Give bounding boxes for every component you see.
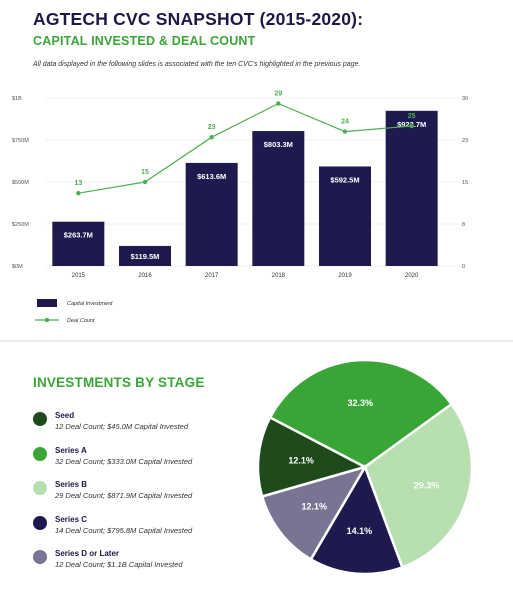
deal-count-point xyxy=(342,129,348,134)
x-tick-label: 2017 xyxy=(205,273,219,279)
legend-label: Deal Count xyxy=(67,318,95,324)
capital-deal-chart: $0M $250M $500M $750M $1B 0 8 15 23 30 $263.7M 2015… xyxy=(12,91,468,324)
deal-count-line xyxy=(78,102,412,194)
x-tick-label: 2020 xyxy=(405,273,419,279)
bar-value-label: $119.5M xyxy=(131,252,160,261)
legend-swatch-capital xyxy=(37,299,57,307)
legend-desc: 12 Deal Count; $1.1B Capital Invested xyxy=(55,560,183,569)
legend-label: Capital Investment xyxy=(67,301,113,307)
legend-name: Seed xyxy=(55,411,75,420)
legend-name: Series A xyxy=(55,446,87,455)
pie-slice-label: 32.3% xyxy=(348,398,374,408)
bar xyxy=(119,245,171,266)
legend-desc: 32 Deal Count; $333.0M Capital Invested xyxy=(55,457,193,466)
deal-count-point xyxy=(276,101,281,106)
pie-slice-label: 12.1% xyxy=(302,501,328,511)
stage-pie-chart: 12.1% 32.3% 29.3% 14.1% 12.1% xyxy=(256,358,474,576)
pie-slice xyxy=(309,464,404,576)
deal-count-point xyxy=(76,191,81,196)
deal-count-point xyxy=(409,123,414,129)
bar xyxy=(52,221,105,266)
data-note: All data displayed in the following slid… xyxy=(33,61,361,68)
x-tick-label: 2019 xyxy=(338,273,352,279)
legend-marker-deal xyxy=(44,317,50,323)
y2-tick-label: 0 xyxy=(462,264,465,270)
y2-tick-label: 8 xyxy=(462,222,465,228)
pie-slice xyxy=(256,415,369,499)
bar xyxy=(252,131,305,266)
y2-tick-label: 30 xyxy=(462,96,468,102)
legend-name: Series B xyxy=(55,480,88,489)
deal-count-label: 13 xyxy=(74,180,82,187)
pie-slice xyxy=(260,464,368,562)
deal-count-point xyxy=(209,135,214,140)
deal-count-label: 25 xyxy=(408,113,416,120)
y-tick-label: $750M xyxy=(12,138,29,144)
y-tick-label: $500M xyxy=(12,180,29,186)
legend-name: Series C xyxy=(55,515,88,524)
bar-value-label: $263.7M xyxy=(64,231,93,240)
bar-value-label: $592.5M xyxy=(330,175,359,184)
deal-count-label: 29 xyxy=(274,91,282,98)
page-title: AGTECH CVC SNAPSHOT (2015-2020): xyxy=(33,9,364,29)
series-c-swatch xyxy=(33,516,47,530)
deal-count-label: 24 xyxy=(341,119,349,126)
series-d-swatch xyxy=(33,550,47,564)
series-b-swatch xyxy=(33,481,47,495)
x-tick-label: 2018 xyxy=(272,273,286,279)
deal-count-label: 15 xyxy=(141,169,149,176)
x-tick-label: 2016 xyxy=(138,273,152,279)
legend-desc: 12 Deal Count; $45.0M Capital Invested xyxy=(55,422,188,431)
deal-count-point xyxy=(142,179,148,185)
page-subtitle: CAPITAL INVESTED & DEAL COUNT xyxy=(33,34,256,48)
y2-tick-label: 15 xyxy=(462,180,468,186)
seed-swatch xyxy=(33,412,47,426)
legend-name: Series D or Later xyxy=(55,549,120,558)
x-tick-label: 2015 xyxy=(72,273,86,279)
legend-desc: 14 Deal Count; $795.8M Capital Invested xyxy=(55,526,193,535)
pie-slice xyxy=(363,402,474,569)
series-a-swatch xyxy=(33,447,47,461)
deal-count-label: 23 xyxy=(208,124,216,131)
bar-value-label: $613.6M xyxy=(197,172,226,181)
y-tick-label: $250M xyxy=(12,222,29,228)
legend-desc: 29 Deal Count; $871.9M Capital Invested xyxy=(55,491,193,500)
pie-slice-label: 29.3% xyxy=(414,481,440,491)
pie-slice xyxy=(268,358,454,469)
y-tick-label: $1B xyxy=(12,96,22,102)
bar xyxy=(185,162,238,266)
y-tick-label: $0M xyxy=(12,264,23,270)
bar-value-label: $803.3M xyxy=(264,140,293,149)
pie-slice-label: 12.1% xyxy=(288,456,314,466)
pie-slice-label: 14.1% xyxy=(347,526,373,536)
y2-tick-label: 23 xyxy=(462,138,468,144)
bar xyxy=(319,166,371,266)
bar xyxy=(385,110,438,267)
stage-title: INVESTMENTS BY STAGE xyxy=(33,375,205,390)
